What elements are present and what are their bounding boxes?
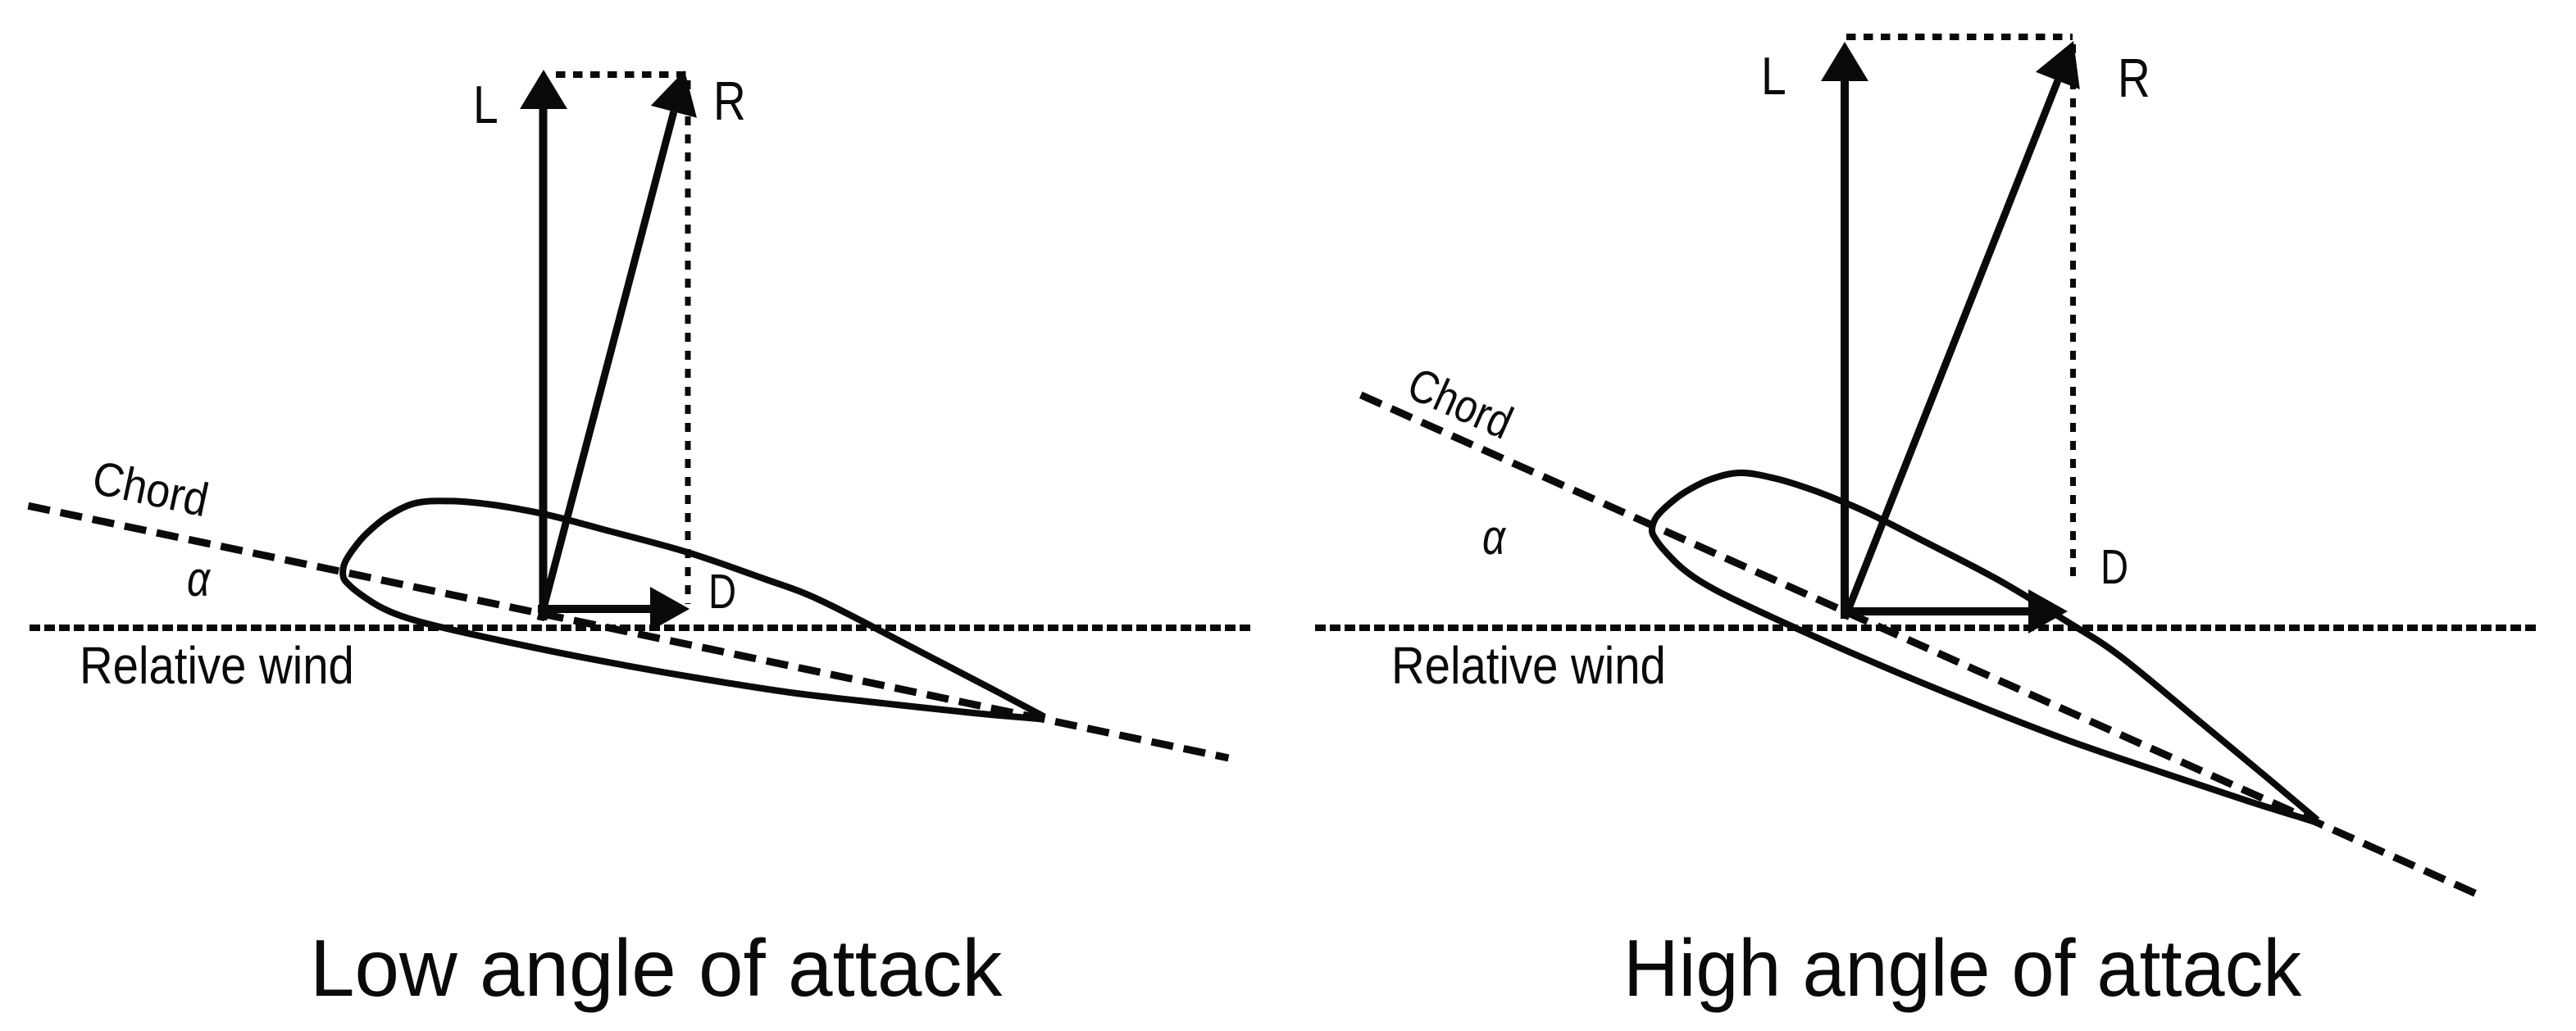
svg-text:Low angle of attack: Low angle of attack bbox=[310, 923, 1003, 1013]
svg-text:L: L bbox=[473, 75, 498, 134]
svg-text:D: D bbox=[2100, 541, 2128, 594]
svg-text:L: L bbox=[1761, 46, 1786, 106]
svg-text:Relative wind: Relative wind bbox=[1391, 636, 1666, 695]
svg-text:High angle of attack: High angle of attack bbox=[1623, 924, 2302, 1013]
svg-text:D: D bbox=[708, 565, 736, 619]
svg-text:R: R bbox=[713, 70, 746, 131]
svg-text:α: α bbox=[187, 551, 212, 606]
svg-text:α: α bbox=[1482, 509, 1507, 565]
svg-text:R: R bbox=[2118, 48, 2150, 108]
svg-text:Relative wind: Relative wind bbox=[80, 636, 354, 695]
